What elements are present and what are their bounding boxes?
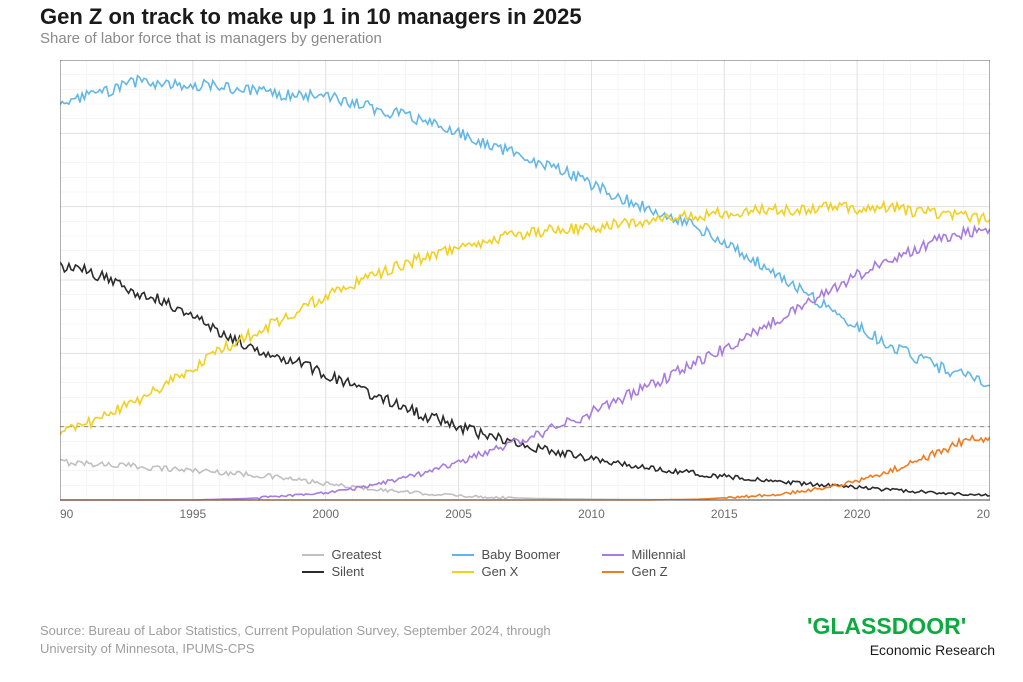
brand-subtitle: Economic Research xyxy=(807,642,995,658)
svg-text:2025: 2025 xyxy=(977,507,990,521)
svg-text:2010: 2010 xyxy=(578,507,605,521)
series-line-silent xyxy=(60,262,990,496)
svg-text:'GLASSDOOR': 'GLASSDOOR' xyxy=(807,614,966,639)
legend-item-millennial: Millennial xyxy=(602,547,722,562)
figure: Gen Z on track to make up 1 in 10 manage… xyxy=(0,0,1023,682)
chart-plot: 19901995200020052010201520202025 0%10%20… xyxy=(60,60,990,530)
legend-item-gen-z: Gen Z xyxy=(602,564,722,579)
series-line-gen-z xyxy=(60,436,990,500)
legend-swatch-icon xyxy=(452,554,474,556)
svg-text:2005: 2005 xyxy=(445,507,472,521)
series-line-baby-boomer xyxy=(60,76,990,387)
legend-label: Silent xyxy=(332,564,365,579)
brand-block: 'GLASSDOOR' Economic Research xyxy=(807,614,995,658)
chart-legend: Greatest Baby Boomer Millennial Silent Gen … xyxy=(0,545,1023,581)
legend-label: Gen X xyxy=(482,564,519,579)
chart-title: Gen Z on track to make up 1 in 10 manage… xyxy=(40,4,582,30)
svg-text:2020: 2020 xyxy=(844,507,871,521)
svg-text:2000: 2000 xyxy=(312,507,339,521)
source-text: Source: Bureau of Labor Statistics, Curr… xyxy=(40,622,600,658)
legend-label: Millennial xyxy=(632,547,686,562)
svg-text:2015: 2015 xyxy=(711,507,738,521)
legend-item-greatest: Greatest xyxy=(302,547,422,562)
series-line-greatest xyxy=(60,460,990,500)
legend-label: Greatest xyxy=(332,547,382,562)
svg-text:1995: 1995 xyxy=(180,507,207,521)
legend-item-gen-x: Gen X xyxy=(452,564,572,579)
legend-swatch-icon xyxy=(602,571,624,573)
legend-swatch-icon xyxy=(302,554,324,556)
legend-swatch-icon xyxy=(452,571,474,573)
glassdoor-logo-icon: 'GLASSDOOR' xyxy=(807,614,995,640)
legend-item-silent: Silent xyxy=(302,564,422,579)
legend-item-baby-boomer: Baby Boomer xyxy=(452,547,572,562)
legend-label: Gen Z xyxy=(632,564,668,579)
legend-swatch-icon xyxy=(602,554,624,556)
chart-subtitle: Share of labor force that is managers by… xyxy=(40,30,382,47)
legend-label: Baby Boomer xyxy=(482,547,561,562)
legend-swatch-icon xyxy=(302,571,324,573)
svg-text:1990: 1990 xyxy=(60,507,74,521)
